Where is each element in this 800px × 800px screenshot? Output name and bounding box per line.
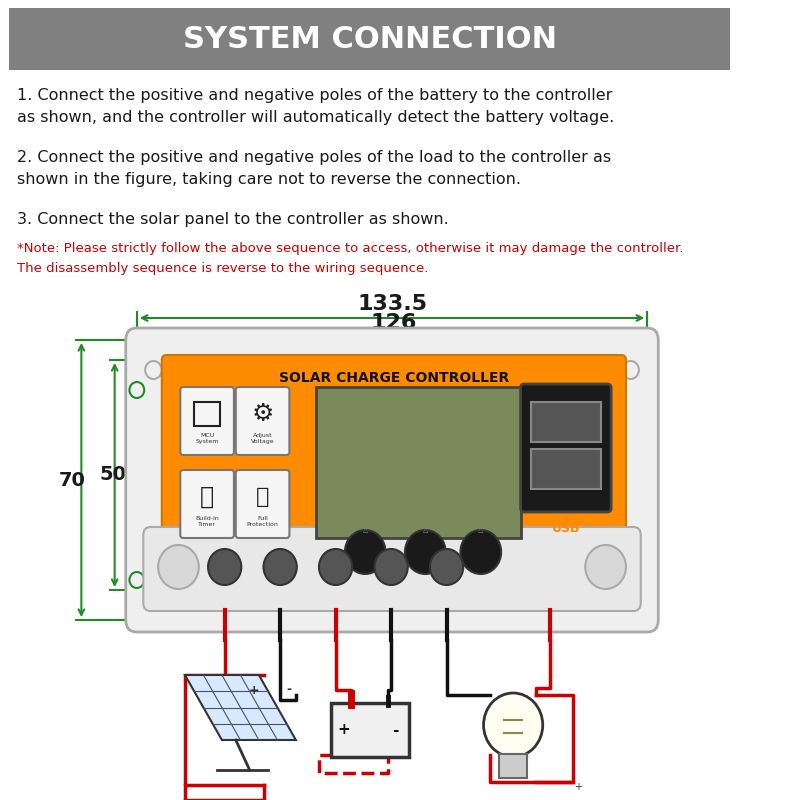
FancyBboxPatch shape — [530, 449, 601, 489]
FancyBboxPatch shape — [530, 402, 601, 442]
Circle shape — [405, 530, 446, 574]
Text: 133.5: 133.5 — [357, 294, 427, 314]
FancyBboxPatch shape — [143, 527, 641, 611]
FancyBboxPatch shape — [194, 402, 220, 426]
Circle shape — [430, 549, 463, 585]
Text: 70: 70 — [58, 470, 86, 490]
Text: -: - — [287, 683, 292, 697]
Circle shape — [483, 693, 542, 757]
Text: 1. Connect the positive and negative poles of the battery to the controller: 1. Connect the positive and negative pol… — [17, 88, 612, 103]
Text: Full
Protection: Full Protection — [246, 516, 278, 526]
Circle shape — [586, 545, 626, 589]
Text: 50.5: 50.5 — [100, 466, 148, 485]
Circle shape — [263, 549, 297, 585]
Text: SYSTEM CONNECTION: SYSTEM CONNECTION — [183, 25, 557, 54]
Text: 🔒: 🔒 — [256, 486, 270, 506]
Text: MCU
System: MCU System — [195, 433, 218, 444]
Text: +: + — [574, 782, 582, 792]
FancyBboxPatch shape — [126, 328, 658, 632]
Text: -: - — [393, 722, 399, 738]
Text: as shown, and the controller will automatically detect the battery voltage.: as shown, and the controller will automa… — [17, 110, 614, 125]
FancyBboxPatch shape — [499, 754, 527, 778]
Text: ⏱: ⏱ — [200, 485, 214, 509]
Text: shown in the figure, taking care not to reverse the connection.: shown in the figure, taking care not to … — [17, 172, 521, 187]
Circle shape — [158, 545, 198, 589]
Text: △: △ — [422, 527, 428, 533]
Text: 126: 126 — [370, 313, 417, 333]
Text: +: + — [249, 683, 259, 697]
Text: +: + — [338, 722, 350, 738]
Text: 2. Connect the positive and negative poles of the load to the controller as: 2. Connect the positive and negative pol… — [17, 150, 610, 165]
Bar — [10, 8, 730, 70]
FancyBboxPatch shape — [236, 470, 290, 538]
FancyBboxPatch shape — [236, 387, 290, 455]
FancyBboxPatch shape — [316, 387, 521, 538]
Circle shape — [461, 530, 501, 574]
FancyBboxPatch shape — [162, 355, 626, 595]
Text: Adjust
Voltage: Adjust Voltage — [250, 433, 274, 444]
Text: △: △ — [362, 527, 368, 533]
Circle shape — [374, 549, 408, 585]
Text: The disassembly sequence is reverse to the wiring sequence.: The disassembly sequence is reverse to t… — [17, 262, 428, 275]
FancyBboxPatch shape — [180, 387, 234, 455]
Circle shape — [208, 549, 242, 585]
FancyBboxPatch shape — [180, 470, 234, 538]
Circle shape — [345, 530, 386, 574]
Text: ⚙: ⚙ — [251, 402, 274, 426]
Polygon shape — [185, 675, 296, 740]
FancyBboxPatch shape — [331, 703, 409, 757]
Text: 3. Connect the solar panel to the controller as shown.: 3. Connect the solar panel to the contro… — [17, 212, 448, 227]
Text: SOLAR CHARGE CONTROLLER: SOLAR CHARGE CONTROLLER — [278, 371, 509, 385]
Circle shape — [319, 549, 352, 585]
FancyBboxPatch shape — [521, 384, 611, 512]
Text: *Note: Please strictly follow the above sequence to access, otherwise it may dam: *Note: Please strictly follow the above … — [17, 242, 683, 255]
Text: △: △ — [478, 527, 483, 533]
Text: USB: USB — [552, 522, 580, 535]
Text: Build-in
Timer: Build-in Timer — [195, 516, 219, 526]
